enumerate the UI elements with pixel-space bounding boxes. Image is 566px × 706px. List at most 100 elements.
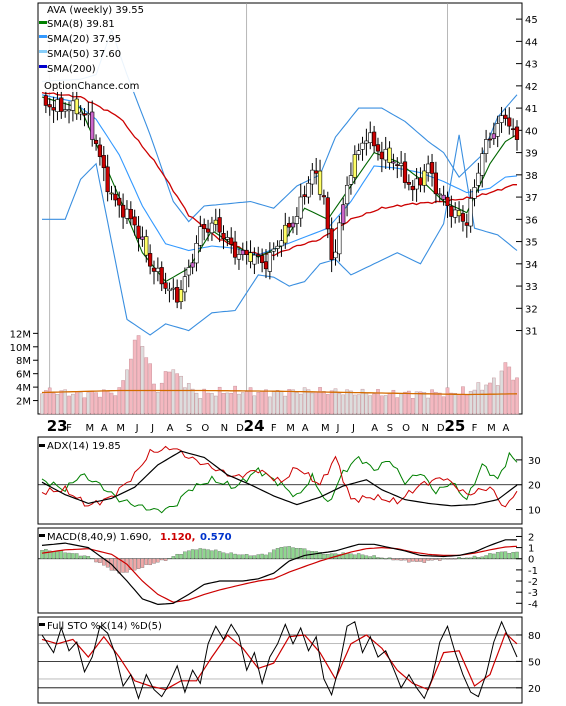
volume-bar	[283, 395, 288, 415]
candle-body	[333, 251, 338, 259]
x-month-label: D	[437, 423, 445, 434]
volume-bar	[256, 392, 261, 415]
sto-tick-label: 50	[528, 657, 541, 668]
macd-histogram-bar	[90, 558, 94, 559]
macd-histogram-bar	[453, 558, 457, 560]
volume-bar	[437, 392, 442, 415]
volume-bar	[353, 394, 357, 415]
volume-bar	[279, 391, 284, 415]
macd-histogram-bar	[318, 552, 322, 559]
adx-minus-di-line	[41, 445, 518, 508]
legend-sma50: SMA(50) 37.60	[47, 49, 121, 60]
price-tick-label: 45	[525, 15, 538, 26]
volume-bar	[78, 391, 83, 415]
candle-body	[383, 148, 388, 161]
volume-bar	[117, 387, 122, 415]
macd-label: MACD(8,40,9)	[47, 532, 117, 543]
macd-histogram-bar	[322, 554, 326, 559]
volume-bar	[140, 346, 145, 415]
stochastic-panel: 20 50 80 Full STO %K(14) %D(5)	[37, 616, 541, 704]
macd-tick-label: -4	[528, 599, 538, 610]
macd-histogram-bar	[252, 555, 257, 559]
volume-bar	[55, 394, 60, 415]
macd-histogram-bar	[341, 552, 345, 559]
candle-body	[217, 217, 222, 233]
macd-histogram-bar	[360, 554, 365, 559]
volume-bar	[430, 389, 434, 415]
volume-tick-label: 8M	[16, 356, 31, 367]
macd-histogram-bar	[82, 555, 87, 559]
x-month-label: A	[101, 423, 108, 434]
volume-bar	[47, 387, 52, 415]
volume-bar	[44, 390, 48, 415]
volume-bar	[129, 358, 133, 415]
legend-sma200: SMA(200)	[47, 64, 96, 75]
macd-histogram-bar	[171, 556, 176, 559]
volume-bar	[345, 389, 349, 415]
candle-body	[372, 131, 377, 147]
candle-body	[70, 100, 75, 111]
volume-bar	[90, 390, 95, 415]
adx-tick-label: 30	[528, 456, 541, 467]
macd-histogram-bar	[67, 552, 71, 559]
sto-d-line	[41, 632, 518, 691]
candle-body	[422, 170, 427, 186]
volume-bar	[410, 398, 415, 415]
volume-bar	[67, 395, 71, 415]
candle-body	[317, 170, 323, 195]
macd-histogram-bar	[152, 558, 156, 564]
volume-bar	[98, 396, 102, 415]
candle-body	[128, 209, 133, 220]
adx-tick-label: 20	[528, 481, 541, 492]
candle-body	[476, 172, 481, 186]
price-tick-label: 43	[525, 60, 538, 71]
sto-tick-label: 80	[528, 631, 541, 642]
candle-body	[480, 153, 485, 176]
macd-histogram-bar	[438, 558, 442, 561]
macd-histogram-bar	[244, 554, 249, 559]
candle-body	[144, 236, 149, 256]
stochastic-lines: 20 50 80	[38, 620, 541, 701]
candle-body	[109, 192, 114, 195]
candle-body	[244, 249, 249, 256]
candle-body	[360, 142, 365, 150]
legend-swatch-sma20	[39, 35, 47, 38]
candle-body	[514, 126, 520, 140]
macd-histogram-bar	[55, 551, 60, 559]
macd-histogram-bar	[40, 550, 44, 559]
candle-body	[484, 139, 489, 154]
macd-line	[41, 539, 517, 606]
volume-bar	[356, 394, 361, 415]
sto-swatch	[39, 623, 45, 626]
macd-histogram-bar	[229, 552, 233, 559]
macd-signal-value: 1.120,	[160, 532, 195, 543]
legend-swatch-sma50	[39, 50, 47, 53]
macd-histogram-bar	[465, 557, 469, 559]
volume-bar	[306, 389, 311, 415]
volume-bar	[349, 390, 353, 415]
candle-body	[306, 182, 311, 198]
candle-body	[151, 267, 157, 272]
candle-body	[209, 222, 215, 234]
volume-bar	[457, 394, 461, 415]
macd-histogram-bar	[503, 551, 508, 559]
volume-bar	[291, 389, 295, 415]
x-month-label: M	[85, 423, 94, 434]
volume-y-axis: 2M 4M 6M 8M 10M 12M	[10, 329, 38, 408]
x-month-label: M	[487, 423, 496, 434]
candle-body	[101, 155, 106, 169]
volume-bar	[453, 393, 458, 415]
volume-bar	[298, 393, 303, 415]
volume-bar	[507, 366, 512, 415]
macd-histogram-bar	[399, 558, 403, 561]
volume-bar	[63, 389, 67, 415]
macd-histogram-bar	[210, 550, 214, 559]
volume-bar	[241, 392, 245, 415]
x-month-label: O	[201, 423, 209, 434]
price-tick-label: 37	[525, 193, 538, 204]
macd-histogram-bar	[480, 556, 484, 559]
candle-body	[399, 162, 404, 166]
volume-tick-label: 2M	[16, 397, 31, 408]
x-year-label: 23	[47, 417, 68, 435]
adx-panel: 10 20 30 ADX(14) 19.85	[37, 436, 541, 525]
